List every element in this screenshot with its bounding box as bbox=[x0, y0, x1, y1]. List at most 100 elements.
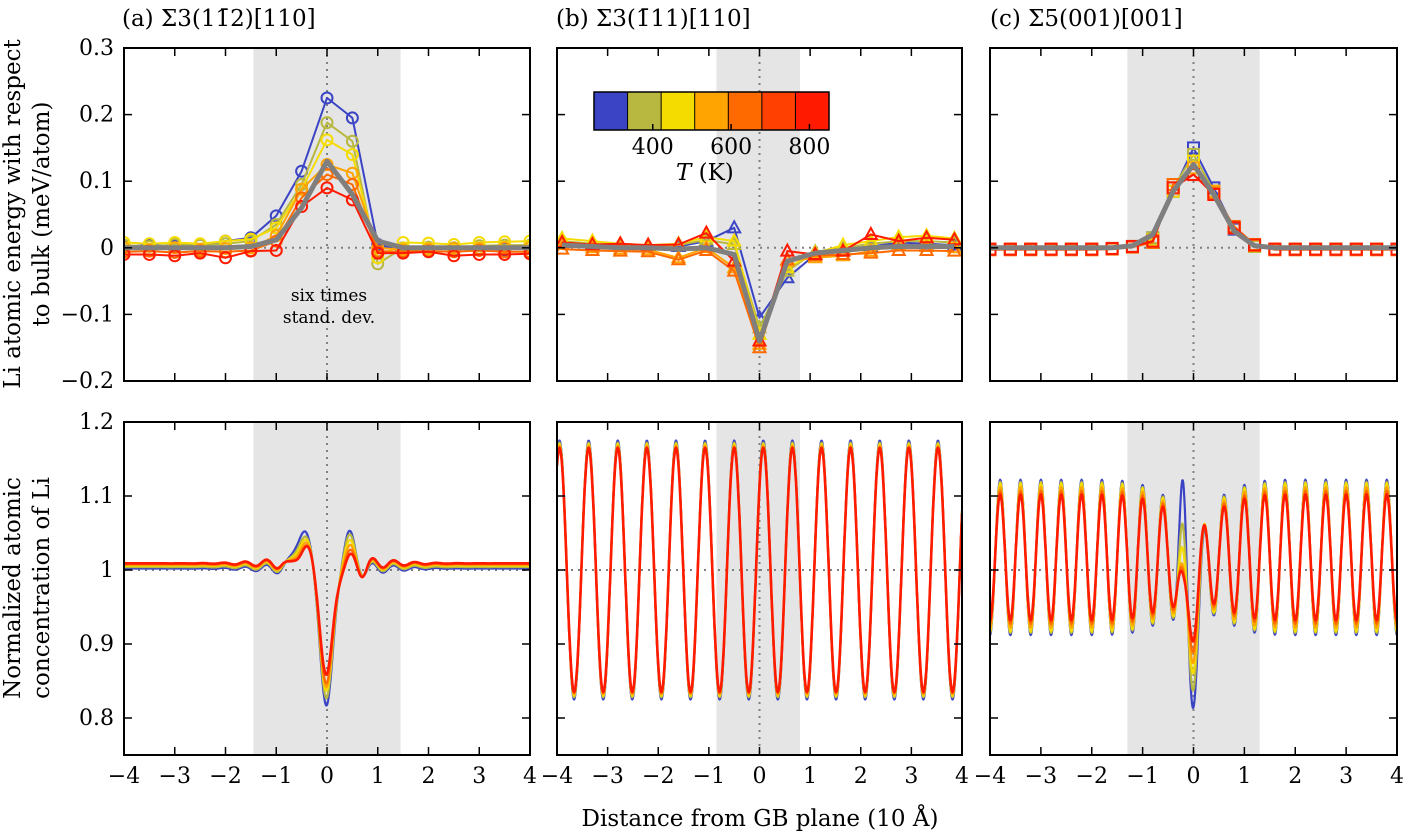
concentration-series-5 bbox=[557, 446, 962, 694]
x-tick-label: −2 bbox=[209, 764, 241, 789]
y-tick-label: 0.2 bbox=[79, 103, 114, 128]
plot-area bbox=[557, 439, 962, 701]
y-tick-label: 0.8 bbox=[79, 706, 114, 731]
data-point bbox=[698, 224, 715, 239]
colorbar-frame bbox=[593, 91, 830, 131]
data-point bbox=[295, 182, 309, 196]
x-tick-label: 1 bbox=[1237, 764, 1251, 789]
plot-area bbox=[124, 91, 530, 271]
x-tick-label: −4 bbox=[108, 764, 140, 789]
shade-annotation: six times bbox=[291, 286, 367, 306]
x-tick-label: 0 bbox=[1187, 764, 1201, 789]
plot-area bbox=[557, 219, 962, 354]
colorbar-label-var: T bbox=[676, 160, 693, 186]
ylabel-bottom-line1: Normalized atomic bbox=[0, 477, 26, 699]
x-tick-label: −4 bbox=[541, 764, 573, 789]
data-point bbox=[918, 229, 935, 244]
x-tick-label: 4 bbox=[1390, 764, 1403, 789]
data-point bbox=[891, 241, 907, 256]
data-point bbox=[523, 247, 530, 261]
series-line-2 bbox=[124, 138, 530, 259]
panel-title-b: (b) Σ3(1̄11)[110] bbox=[556, 6, 751, 32]
colorbar-tick-label: 400 bbox=[632, 135, 674, 160]
panel-title-c: (c) Σ5(001)[001] bbox=[990, 6, 1183, 32]
x-tick-label: 4 bbox=[955, 764, 969, 789]
x-tick-label: 2 bbox=[854, 764, 868, 789]
y-tick-label: 1.2 bbox=[79, 410, 114, 435]
x-tick-label: −3 bbox=[1025, 764, 1057, 789]
x-axis-label: Distance from GB plane (10 Å) bbox=[582, 804, 939, 832]
x-tick-label: −3 bbox=[159, 764, 191, 789]
x-tick-label: −4 bbox=[974, 764, 1006, 789]
data-point bbox=[1187, 141, 1200, 155]
y-tick-label: 0.3 bbox=[79, 36, 114, 61]
colorbar: 400 600 800 bbox=[593, 91, 830, 160]
y-axis-label-top: Li atomic energy with respect to bulk (m… bbox=[0, 39, 55, 389]
x-tick-label: −1 bbox=[693, 764, 725, 789]
y-tick-label: −0.1 bbox=[61, 302, 114, 327]
x-tick-label: 3 bbox=[472, 764, 486, 789]
y-tick-label: −0.2 bbox=[61, 369, 114, 394]
x-tick-label: 3 bbox=[904, 764, 918, 789]
series-line-average bbox=[124, 158, 530, 251]
colorbar-segment bbox=[795, 92, 830, 130]
series-line-average bbox=[561, 242, 955, 344]
data-point bbox=[295, 200, 309, 214]
data-point bbox=[670, 251, 687, 266]
x-tick-label: 1 bbox=[371, 764, 385, 789]
data-point bbox=[345, 148, 359, 162]
concentration-series-5 bbox=[124, 544, 530, 676]
colorbar-segment bbox=[661, 92, 696, 130]
data-point bbox=[863, 244, 879, 259]
colorbar-tick-label: 800 bbox=[788, 135, 830, 160]
data-point bbox=[219, 251, 232, 265]
data-point bbox=[523, 234, 530, 248]
x-tick-label: −1 bbox=[260, 764, 292, 789]
data-point bbox=[751, 332, 768, 347]
y-tick-label: 0.9 bbox=[79, 632, 114, 657]
data-point bbox=[124, 235, 131, 249]
data-point bbox=[124, 247, 131, 261]
data-point bbox=[779, 242, 796, 257]
x-tick-label: 0 bbox=[320, 764, 334, 789]
shade-annotation: stand. dev. bbox=[283, 308, 375, 328]
x-tick-label: 4 bbox=[523, 764, 537, 789]
ylabel-top-line1: Li atomic energy with respect bbox=[0, 39, 26, 389]
x-tick-label: 2 bbox=[422, 764, 436, 789]
data-point bbox=[863, 225, 879, 240]
x-tick-label: 1 bbox=[803, 764, 817, 789]
x-tick-label: 0 bbox=[753, 764, 767, 789]
x-tick-label: −1 bbox=[1126, 764, 1158, 789]
series-line-4 bbox=[124, 173, 530, 254]
gb-shade bbox=[253, 422, 401, 755]
data-point bbox=[472, 243, 486, 257]
ylabel-top-line2: to bulk (meV/atom) bbox=[29, 102, 55, 327]
series-line-average bbox=[990, 162, 1397, 251]
x-tick-label: −3 bbox=[591, 764, 623, 789]
panel-c-conc: −4 −3 −2 −1 0 1 2 3 4 bbox=[974, 421, 1403, 789]
data-point bbox=[371, 246, 385, 260]
x-tick-label: 2 bbox=[1288, 764, 1302, 789]
data-point bbox=[345, 111, 359, 125]
x-tick-label: −2 bbox=[1076, 764, 1108, 789]
colorbar-segment bbox=[694, 92, 729, 130]
y-tick-label: 1.1 bbox=[79, 484, 114, 509]
data-point bbox=[835, 245, 851, 260]
panel-a-conc: −4 −3 −2 −1 0 1 2 3 4 0.8 0.9 1 1.1 1.2 bbox=[79, 410, 537, 789]
data-point bbox=[726, 235, 742, 250]
y-axis-label-bottom: Normalized atomic concentration of Li bbox=[0, 477, 55, 699]
y-tick-label: 0.1 bbox=[79, 169, 114, 194]
data-point bbox=[320, 91, 334, 105]
data-point bbox=[640, 243, 656, 258]
data-point bbox=[726, 232, 742, 247]
colorbar-segment bbox=[594, 92, 629, 130]
gb-shade bbox=[1127, 48, 1260, 381]
panel-title-a: (a) Σ3(11̄2)[110] bbox=[122, 6, 316, 32]
x-tick-label: −2 bbox=[642, 764, 674, 789]
data-point bbox=[751, 339, 768, 354]
data-point bbox=[320, 133, 334, 147]
ylabel-bottom-line2: concentration of Li bbox=[29, 477, 55, 699]
colorbar-segment bbox=[627, 92, 662, 130]
plot-area bbox=[990, 141, 1397, 257]
series-line-4 bbox=[562, 248, 955, 349]
